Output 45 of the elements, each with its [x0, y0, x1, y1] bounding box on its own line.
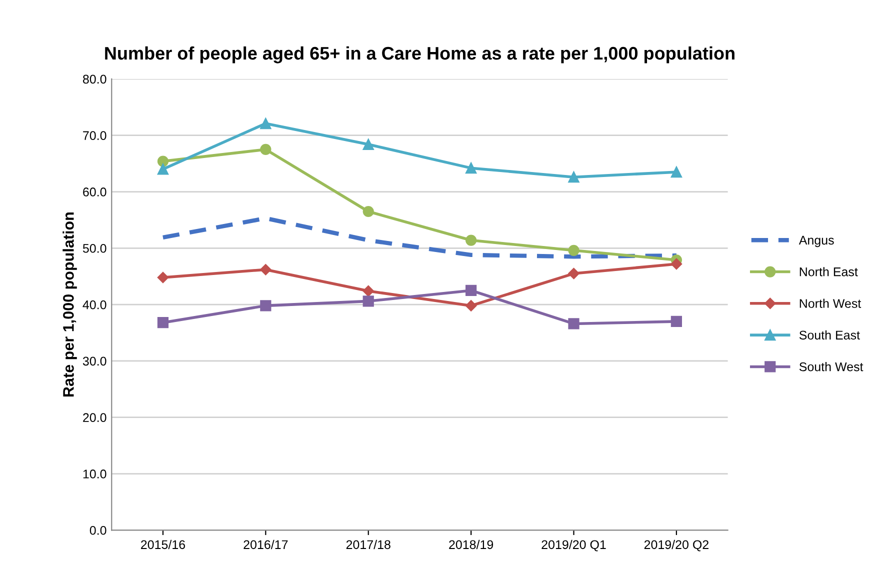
y-tick-label: 60.0	[83, 188, 106, 196]
y-tick-label: 80.0	[82, 74, 106, 84]
x-tick-label: 2015/16	[141, 540, 186, 550]
x-tick-label: 2017/18	[346, 540, 390, 550]
point	[670, 316, 682, 328]
y-tick-label: 40.0	[82, 300, 106, 310]
x-tick-label: 2018/19	[449, 540, 494, 550]
point	[260, 264, 272, 276]
point	[362, 296, 374, 307]
chart-title: Number of people aged 65+ in a Care Home as a rate per 1,000 population	[105, 46, 734, 64]
point	[362, 138, 374, 150]
point	[362, 285, 374, 297]
point	[568, 318, 580, 330]
point	[260, 118, 272, 130]
point	[157, 164, 169, 175]
y-axis-title: Rate per 1,000 population	[62, 212, 77, 396]
point	[260, 300, 272, 312]
y-tick-label: 50.0	[82, 244, 106, 253]
x-tick-label: 2019/20 Q1	[542, 540, 606, 552]
point	[157, 156, 169, 167]
legend-label: North East	[800, 267, 858, 276]
point	[568, 172, 580, 183]
legend-label: North West	[800, 298, 862, 308]
point	[157, 272, 169, 284]
y-tick-label: 30.0	[82, 356, 106, 366]
point	[362, 206, 374, 218]
point	[465, 300, 477, 312]
point	[466, 162, 477, 174]
y-tick-label: 0.0	[90, 526, 106, 535]
legend-label: South West	[799, 362, 864, 372]
point	[568, 244, 580, 256]
point	[568, 268, 580, 280]
point	[670, 258, 682, 270]
point	[466, 284, 477, 296]
point	[670, 166, 682, 178]
point	[466, 234, 477, 246]
legend-label: Angus	[798, 236, 834, 248]
x-tick-label: 2016/17	[244, 540, 288, 550]
y-tick-label: 70.0	[83, 131, 106, 140]
legend-label: South East	[799, 330, 860, 340]
y-tick-label: 10.0	[83, 470, 106, 478]
x-tick-label: 2019/20 Q2	[644, 540, 708, 552]
point	[157, 317, 169, 328]
point	[260, 144, 272, 156]
y-tick-label: 20.0	[83, 413, 106, 422]
